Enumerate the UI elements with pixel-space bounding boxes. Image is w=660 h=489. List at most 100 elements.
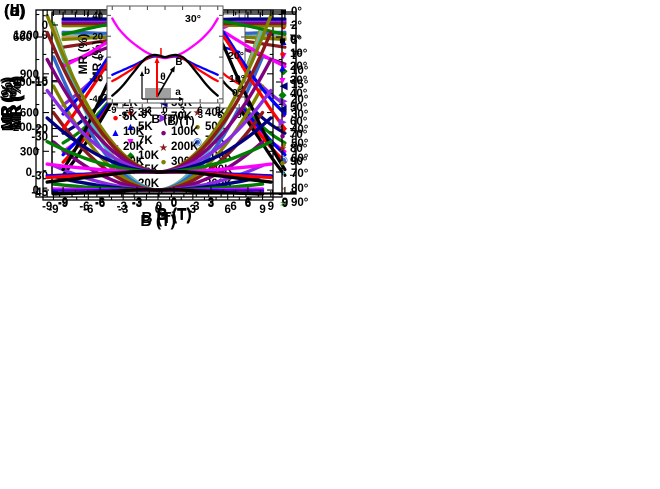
legend-label: 3K bbox=[138, 106, 153, 119]
panel-letter-c: (c) bbox=[4, 1, 25, 20]
legend-marker-icon: ◆ bbox=[279, 65, 288, 78]
legend-label: 5K bbox=[138, 120, 153, 133]
x-tick-label: 0 bbox=[155, 204, 161, 216]
x-tick-label: -3 bbox=[157, 110, 165, 121]
x-tick-label: -6 bbox=[138, 110, 146, 121]
legend-label: 0° bbox=[290, 34, 301, 47]
y-tick-label: 40 bbox=[92, 11, 103, 22]
legend-item-20°: ▲ 20° bbox=[276, 61, 307, 75]
legend-label: 10° bbox=[291, 64, 309, 77]
x-tick-label: -3 bbox=[118, 204, 128, 216]
panel-letter-b: (b) bbox=[4, 1, 26, 20]
x-tick-label: -9 bbox=[119, 110, 127, 121]
arrow-head bbox=[139, 71, 145, 76]
legend-marker-icon: ● bbox=[280, 109, 287, 122]
legend-label: 20K bbox=[138, 178, 160, 191]
legend-item-3K: ● 3K bbox=[124, 106, 159, 120]
y-tick-label: 600 bbox=[20, 108, 39, 120]
legend-marker-icon: ● bbox=[160, 126, 167, 139]
legend-item-10°: ● 10° bbox=[276, 48, 307, 62]
legend-label: 90° bbox=[290, 156, 308, 169]
legend-label: 20K bbox=[123, 141, 145, 154]
legend-marker-icon: ★ bbox=[158, 141, 169, 154]
legend-label: 90° bbox=[291, 197, 309, 210]
legend-item-7K: ▼ 7K bbox=[124, 135, 159, 149]
legend-marker-icon: ★ bbox=[192, 107, 203, 120]
legend-item-30°: ● 30° bbox=[277, 108, 308, 123]
y-tick-label: 0 bbox=[42, 20, 48, 32]
x-tick-label: 3 bbox=[208, 197, 214, 209]
legend-d: ■ 0° ● 10° ▲ 20° ▼ 30° ◆ 40° ◀ 50° ▶ 60° ● 70° ★ 80° ● 90° bbox=[276, 34, 307, 170]
arrow-line bbox=[156, 68, 174, 98]
legend-marker-icon: ▲ bbox=[277, 61, 288, 74]
x-tick-label: 0 bbox=[162, 105, 167, 116]
legend-item-90°: ∗ 90° bbox=[277, 197, 308, 212]
y-axis-label: MR (%) bbox=[0, 76, 16, 130]
legend-item-5K: ▲ 5K bbox=[124, 121, 159, 135]
y-tick-label: 300 bbox=[20, 146, 39, 158]
x-tick-label: 3 bbox=[180, 105, 185, 116]
x-tick-label: 6 bbox=[230, 201, 236, 213]
legend-marker-icon: ★ bbox=[278, 124, 289, 137]
legend-item-10K: ▲ 10K bbox=[109, 126, 144, 141]
arrow-head bbox=[179, 96, 184, 102]
legend-marker-icon: ● bbox=[127, 107, 134, 120]
x-tick-label: -3 bbox=[117, 201, 127, 213]
legend-item-5K: ● 5K bbox=[109, 111, 144, 126]
legend-label: 20° bbox=[290, 61, 308, 74]
y-tick-label: -20 bbox=[89, 73, 103, 84]
legend-item-70°: +70° bbox=[277, 167, 308, 182]
legend-marker-icon: ● bbox=[279, 48, 286, 61]
legend-item-60°: ◉ 60° bbox=[277, 153, 308, 168]
a-axis-label: a bbox=[175, 87, 181, 98]
x-tick-label: 6 bbox=[245, 198, 251, 210]
x-tick-label: -9 bbox=[42, 201, 52, 213]
y-tick-label: 400 bbox=[13, 77, 32, 89]
x-tick-label: -3 bbox=[132, 197, 142, 209]
plot-background bbox=[107, 6, 223, 103]
legend-item-10°: ◆ 10° bbox=[277, 64, 308, 79]
legend-label: 10K bbox=[138, 149, 160, 162]
legend-item-10K: ◆ 10K bbox=[124, 149, 159, 163]
x-tick-label: 3 bbox=[193, 201, 199, 213]
x-tick-label: 6 bbox=[224, 204, 230, 216]
y-tick-label: 0 bbox=[26, 167, 32, 179]
legend-marker-icon: ▲ bbox=[125, 121, 136, 134]
y-tick-label: 600 bbox=[13, 32, 32, 44]
x-tick-label: -6 bbox=[95, 198, 105, 210]
x-tick-label: 3 bbox=[190, 204, 196, 216]
legend-marker-icon: ★ bbox=[277, 143, 288, 156]
legend-label: 50° bbox=[290, 102, 308, 115]
x-tick-label: -6 bbox=[83, 204, 93, 216]
legend-marker-icon: ● bbox=[112, 111, 119, 124]
x-axis-label: B (T) bbox=[156, 207, 192, 224]
legend-item-20°: ▶ 20° bbox=[277, 94, 308, 109]
legend-marker-icon: ▼ bbox=[277, 75, 288, 88]
y-tick-label: 0 bbox=[98, 53, 103, 64]
x-tick-label: 6 bbox=[217, 110, 222, 121]
x-tick-label: -9 bbox=[108, 105, 116, 116]
y-tick-label: -15 bbox=[99, 62, 113, 73]
legend-marker-icon: ▼ bbox=[125, 135, 136, 148]
x-axis-label: B (T) bbox=[140, 213, 176, 230]
legend-label: 7K bbox=[138, 135, 153, 148]
legend-item-70K: ▶ 70K bbox=[157, 111, 199, 126]
legend-marker-icon: ● bbox=[280, 138, 287, 151]
legend-marker-icon: × bbox=[280, 183, 287, 196]
inset-y-axis-label: MR (%) bbox=[76, 33, 90, 75]
x-tick-label: 9 bbox=[215, 105, 220, 116]
arrow-head bbox=[169, 66, 175, 73]
legend-marker-icon: ◆ bbox=[278, 88, 287, 101]
legend-label: 5K bbox=[123, 111, 138, 124]
x-tick-label: -6 bbox=[95, 197, 105, 209]
legend-marker-icon: ● bbox=[279, 156, 286, 169]
legend-item-80°: ★ 80° bbox=[276, 143, 308, 157]
arrow-head bbox=[154, 57, 160, 63]
legend-item-40K: ★ 40K bbox=[191, 106, 233, 120]
curve-label-10°: 10° bbox=[229, 73, 245, 85]
legend-item-50°: ◀ 50° bbox=[276, 102, 307, 116]
legend-marker-icon: ◉ bbox=[192, 135, 203, 148]
legend-item-60°: ▶ 60° bbox=[276, 116, 307, 130]
y-tick-label: 1200 bbox=[13, 30, 39, 42]
